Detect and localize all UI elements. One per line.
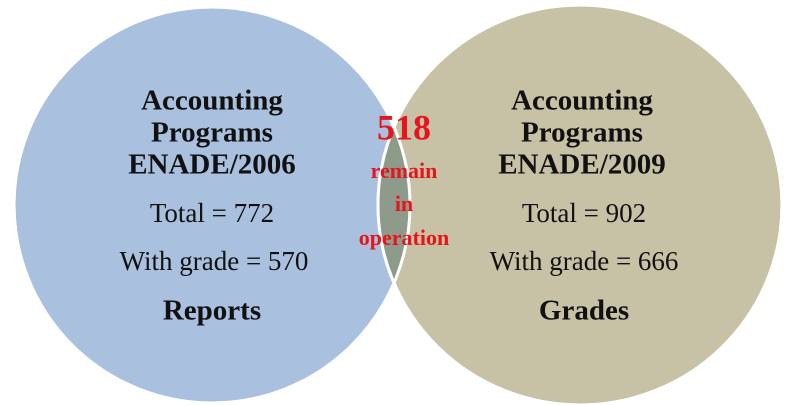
left-outline [12,5,412,405]
tag: Grades [539,295,629,327]
tag: Reports [163,295,261,327]
intersection-line: in [395,191,413,216]
title-line: Accounting [511,85,653,117]
title-line: Accounting [141,85,283,117]
with-grade: With grade = 666 [490,246,679,276]
right-outline [376,3,784,405]
count: 518 [377,107,431,147]
title-line: Programs [151,117,273,149]
title-line: Programs [521,117,643,149]
title-line: ENADE/2009 [498,149,666,181]
intersection-line: remain [371,158,438,183]
intersection-text: 518 remain in operation [359,107,449,250]
total: Total = 772 [150,198,274,228]
left-text: Accounting Programs ENADE/2006 Total = 7… [120,85,309,327]
with-grade: With grade = 570 [120,246,309,276]
right-text: Accounting Programs ENADE/2009 Total = 9… [490,85,679,327]
intersection-line: operation [359,225,449,250]
total: Total = 902 [522,198,646,228]
title-line: ENADE/2006 [128,149,296,181]
